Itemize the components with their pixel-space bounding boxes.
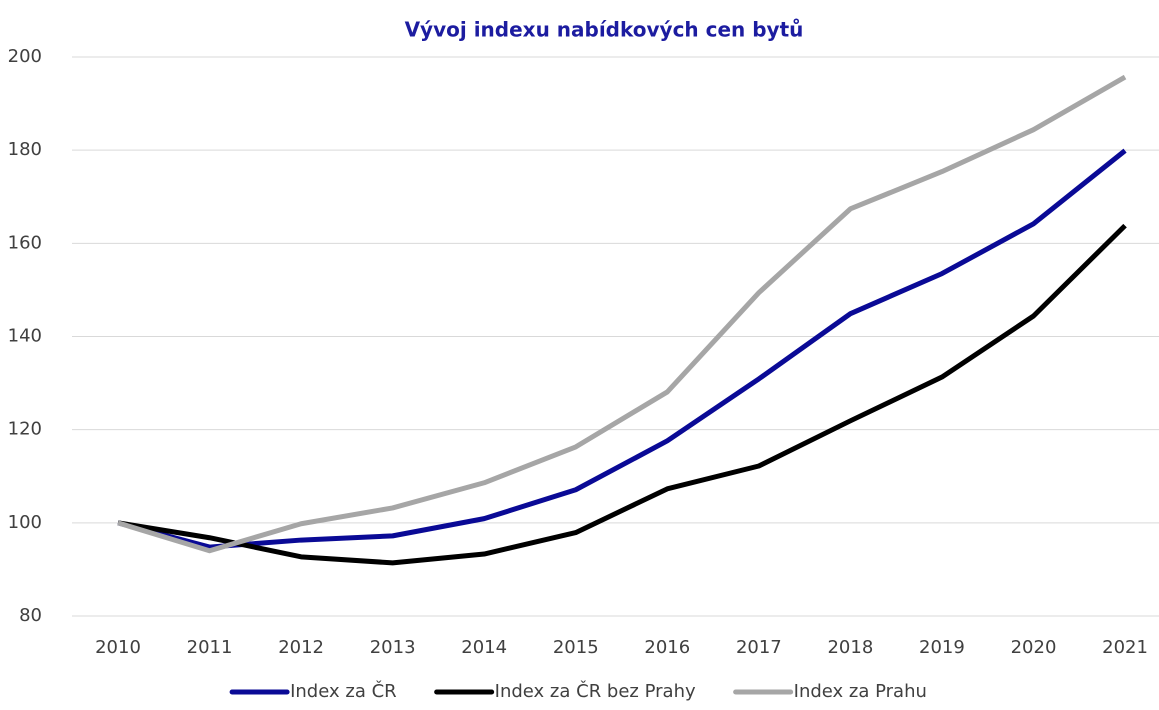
- legend-label: Index za ČR bez Prahy: [495, 680, 696, 702]
- y-tick-label: 100: [8, 512, 42, 533]
- x-tick-label: 2012: [278, 637, 324, 658]
- y-tick-label: 80: [19, 605, 42, 626]
- x-tick-label: 2019: [919, 637, 965, 658]
- x-tick-label: 2011: [187, 637, 233, 658]
- y-tick-label: 120: [8, 419, 42, 440]
- x-tick-label: 2014: [461, 637, 507, 658]
- x-tick-label: 2018: [827, 637, 873, 658]
- y-tick-label: 160: [8, 232, 42, 253]
- series-line: [117, 223, 1127, 566]
- x-tick-label: 2021: [1102, 637, 1148, 658]
- x-tick-label: 2010: [95, 637, 141, 658]
- series-line: [117, 148, 1127, 550]
- x-tick-label: 2017: [736, 637, 782, 658]
- x-tick-label: 2020: [1011, 637, 1057, 658]
- y-tick-label: 180: [8, 139, 42, 160]
- x-tick-label: 2016: [644, 637, 690, 658]
- y-tick-label: 200: [8, 46, 42, 67]
- legend-label: Index za Prahu: [794, 681, 927, 702]
- y-tick-label: 140: [8, 326, 42, 347]
- chart-title: Vývoj indexu nabídkových cen bytů: [405, 18, 804, 42]
- series-line: [117, 74, 1127, 554]
- legend-label: Index za ČR: [290, 680, 397, 702]
- x-tick-label: 2015: [553, 637, 599, 658]
- x-tick-label: 2013: [370, 637, 416, 658]
